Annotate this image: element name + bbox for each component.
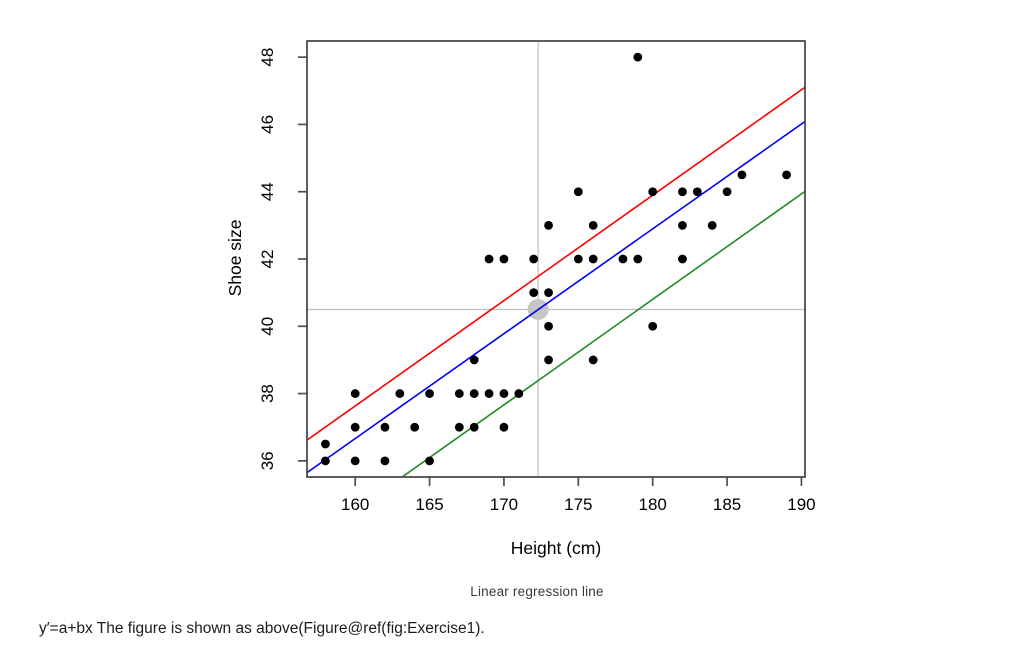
x-tick-label: 160 (341, 495, 369, 514)
data-point (588, 355, 598, 365)
data-point (410, 422, 420, 432)
figure-caption: Linear regression line (470, 584, 604, 599)
data-point (648, 187, 658, 197)
y-tick-label: 46 (258, 115, 277, 134)
data-points (321, 52, 791, 466)
tick-labels: 160 165 170 175 180 185 190 36 38 40 42 44 46 48 (258, 48, 816, 514)
data-point (469, 355, 479, 365)
data-point (499, 254, 509, 264)
y-tick-label: 40 (258, 317, 277, 336)
x-tick-label: 175 (564, 495, 592, 514)
axes (298, 40, 806, 486)
data-point (499, 422, 509, 432)
data-point (454, 422, 464, 432)
x-axis-label: Height (cm) (511, 538, 601, 558)
y-tick-label: 36 (258, 451, 277, 470)
data-point (514, 389, 524, 398)
data-point (544, 321, 553, 331)
data-point (678, 254, 687, 264)
fit-line-blue (307, 120, 805, 474)
data-point (484, 389, 494, 398)
data-point (633, 52, 643, 62)
data-point (529, 288, 539, 298)
data-point (469, 422, 479, 432)
data-point (722, 187, 732, 197)
data-point (380, 422, 390, 432)
lower-line-green (400, 190, 805, 477)
data-point (648, 321, 658, 331)
data-point (484, 254, 494, 264)
y-axis-label: Shoe size (225, 220, 245, 297)
data-point (573, 254, 583, 264)
plot-border (306, 40, 806, 478)
data-point (350, 456, 360, 466)
data-point (737, 170, 747, 180)
data-point (692, 187, 702, 197)
data-point (321, 456, 330, 466)
data-point (588, 254, 598, 264)
y-tick-label: 38 (258, 384, 277, 403)
data-point (395, 389, 405, 398)
x-tick-label: 185 (713, 495, 741, 514)
data-point (499, 389, 509, 398)
x-tick-label: 165 (415, 495, 443, 514)
x-tick-label: 190 (787, 495, 815, 514)
regression-lines (307, 86, 805, 477)
y-tick-label: 42 (258, 250, 277, 269)
data-point (618, 254, 628, 264)
data-point (678, 187, 687, 197)
data-point (350, 422, 360, 432)
x-tick-label: 170 (490, 495, 518, 514)
data-point (588, 220, 598, 230)
data-point (544, 288, 553, 298)
x-tick-label: 180 (638, 495, 666, 514)
data-point (544, 220, 553, 230)
data-point (529, 254, 539, 264)
data-point (782, 170, 791, 180)
data-point (469, 389, 479, 398)
data-point (707, 220, 717, 230)
data-point (633, 254, 643, 264)
data-point (544, 355, 553, 365)
data-point (425, 389, 434, 398)
data-point (425, 456, 434, 466)
figure-footnote: y′=a+bx The figure is shown as above(Fig… (39, 620, 485, 637)
upper-line-red (307, 86, 805, 441)
data-point (350, 389, 360, 398)
y-tick-label: 48 (258, 48, 277, 67)
data-point (321, 439, 330, 449)
crosshair-lines (307, 41, 805, 477)
y-tick-label: 44 (258, 182, 277, 201)
data-point (573, 187, 583, 197)
data-point (454, 389, 464, 398)
data-point (380, 456, 390, 466)
data-point (678, 220, 687, 230)
